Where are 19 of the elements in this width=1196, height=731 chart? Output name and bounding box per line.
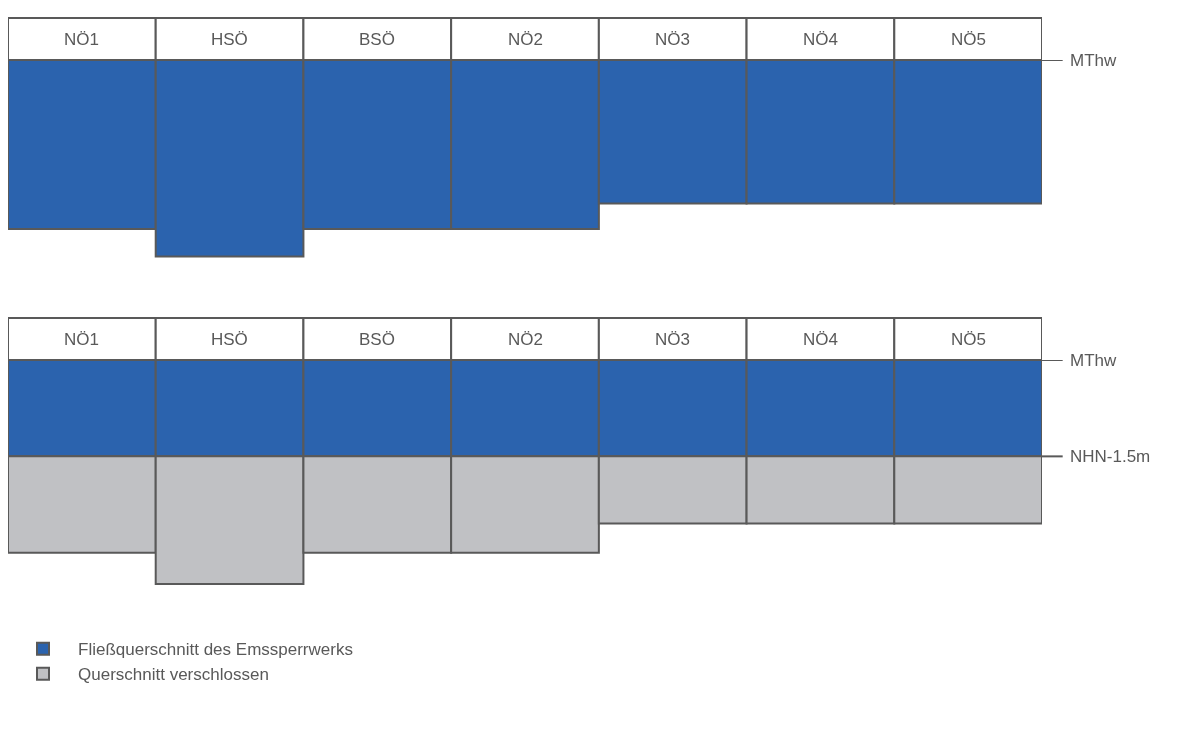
x-tick-label: BSÖ: [359, 330, 395, 349]
legend-label: Fließquerschnitt des Emssperrwerks: [78, 640, 353, 660]
ref-line-label: NHN-1.5m: [1070, 447, 1151, 466]
x-tick-label: HSÖ: [211, 30, 248, 49]
ref-line-label: MThw: [1070, 351, 1117, 370]
legend-label: Querschnitt verschlossen: [78, 665, 269, 685]
x-tick-label: NÖ5: [951, 330, 986, 349]
x-tick-label: NÖ1: [64, 330, 99, 349]
x-tick-label: NÖ2: [508, 330, 543, 349]
x-tick-label: NÖ5: [951, 30, 986, 49]
x-tick-label: NÖ1: [64, 30, 99, 49]
x-tick-label: NÖ3: [655, 30, 690, 49]
x-tick-label: NÖ4: [803, 330, 838, 349]
x-tick-label: NÖ4: [803, 30, 838, 49]
ref-line-label: MThw: [1070, 51, 1117, 70]
x-tick-label: HSÖ: [211, 330, 248, 349]
x-tick-label: NÖ3: [655, 330, 690, 349]
x-tick-label: BSÖ: [359, 30, 395, 49]
x-tick-label: NÖ2: [508, 30, 543, 49]
